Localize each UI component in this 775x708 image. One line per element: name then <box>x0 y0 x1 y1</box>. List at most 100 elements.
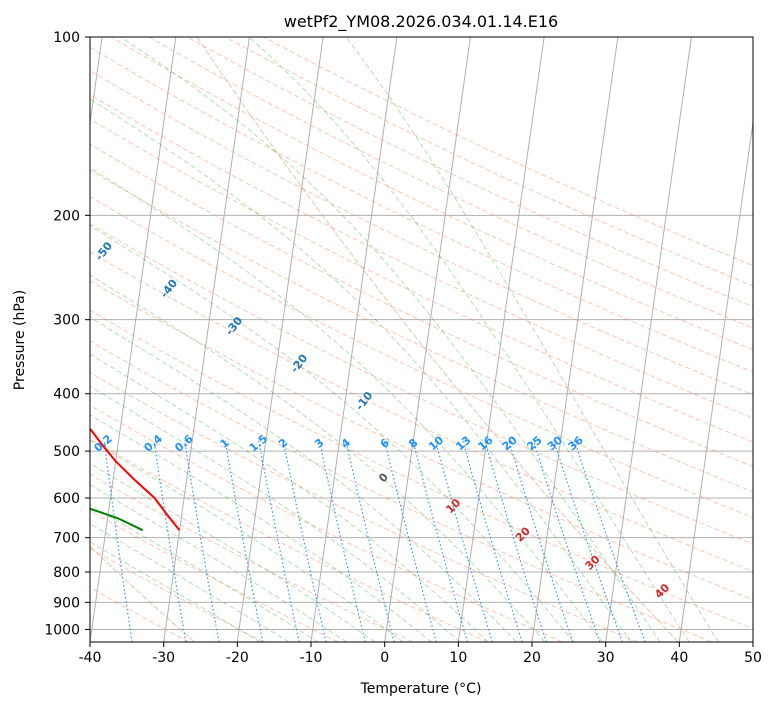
y-tick-label: 100 <box>53 30 80 46</box>
y-tick-label: 800 <box>53 565 80 581</box>
moist-adiabat-line <box>90 541 261 642</box>
dry-adiabat-line <box>110 37 753 351</box>
dry-adiabat-line <box>90 280 753 601</box>
isotherm-line <box>531 37 619 642</box>
mixing-ratio-label: 6 <box>378 436 392 451</box>
mixing-ratio-line <box>224 440 264 642</box>
x-tick-label: 40 <box>670 650 688 666</box>
moist-adiabat-line <box>90 414 432 642</box>
dry-adiabat-line <box>90 547 264 642</box>
x-axis-title: Temperature (°C) <box>360 681 482 697</box>
dry-adiabat-line <box>148 37 753 329</box>
dry-adiabat-label: -30 <box>223 314 246 338</box>
dry-adiabat-label: -10 <box>353 389 376 413</box>
mixing-ratio-line <box>573 440 646 642</box>
moist-adiabat-line <box>90 167 603 642</box>
chart-title: wetPf2_YM08.2026.034.01.14.E16 <box>284 12 558 32</box>
isotherm-line <box>90 37 177 642</box>
moist-adiabat-line <box>90 316 517 642</box>
y-tick-label: 200 <box>53 208 80 224</box>
moist-adiabat-line <box>90 484 347 642</box>
mixing-ratio-line <box>103 440 133 642</box>
dry-adiabat-line <box>90 372 638 642</box>
moist-adiabat-line <box>90 353 489 642</box>
moist-adiabat-line <box>248 37 690 642</box>
isotherm-line <box>752 638 753 642</box>
moist-adiabat-line <box>90 523 290 642</box>
mixing-ratio-line <box>412 440 469 642</box>
isotherm-line <box>457 37 545 642</box>
y-tick-label: 500 <box>53 444 80 460</box>
mixing-ratio-label: 3 <box>312 436 326 451</box>
dry-adiabat-line <box>90 70 753 396</box>
dry-adiabat-line <box>90 169 753 493</box>
mixing-ratio-line <box>153 440 187 642</box>
x-tick-label: -10 <box>300 650 323 666</box>
moist-adiabat-label: 20 <box>513 524 533 544</box>
x-tick-label: -20 <box>226 650 249 666</box>
line-labels: 0.10.20.40.611.52346810131620253036-100-… <box>28 202 673 601</box>
mixing-ratio-label: 13 <box>453 434 473 454</box>
reference-curve <box>196 37 679 642</box>
moist-adiabat-label: 40 <box>652 581 672 601</box>
moist-adiabat-line <box>90 462 376 642</box>
mixing-ratio-line <box>318 440 366 642</box>
isotherm-line <box>163 37 250 642</box>
mixing-ratio-label: 4 <box>339 436 353 451</box>
x-tick-label: 10 <box>449 650 467 666</box>
moist-adiabat-line <box>90 504 318 642</box>
isotherm-line <box>678 119 753 642</box>
moist-adiabat-line <box>90 274 546 642</box>
moist-adiabat-line <box>120 37 661 642</box>
y-axis-title: Pressure (hPa) <box>12 290 28 390</box>
mixing-ratio-line <box>435 440 493 642</box>
dry-adiabat-line <box>90 118 753 443</box>
dry-adiabat-line <box>90 438 488 642</box>
mixing-ratio-label: 20 <box>500 433 520 453</box>
x-tick-label: -40 <box>79 650 102 666</box>
moist-adiabat-line <box>90 98 632 642</box>
mixing-ratio-line <box>184 440 220 642</box>
dry-adiabat-label: -60 <box>28 202 51 226</box>
plot-frame <box>89 36 754 643</box>
x-tick-label: 30 <box>597 650 615 666</box>
dry-adiabat-line <box>90 473 414 642</box>
y-tick-label: 1000 <box>44 622 80 638</box>
dry-adiabat-line <box>90 586 190 642</box>
mixing-ratio-line <box>462 440 523 642</box>
mixing-ratio-label: 25 <box>524 434 544 454</box>
axis-ticks: -40 -30 -20 -10 0 10 20 30 40 5010020030040050060… <box>44 30 762 666</box>
mixing-ratio-label: 10 <box>426 433 446 453</box>
mixing-ratio-line <box>282 440 327 642</box>
moist-adiabat-line <box>345 37 719 642</box>
dry-adiabat-line <box>90 340 712 642</box>
y-tick-label: 400 <box>53 387 80 403</box>
y-tick-label: 600 <box>53 491 80 507</box>
dry-adiabat-line <box>90 251 753 573</box>
isotherm-line <box>605 37 692 642</box>
y-tick-label: 900 <box>53 595 80 611</box>
moist-adiabat-line <box>90 225 574 642</box>
isotherm-line <box>236 37 324 642</box>
plot-area <box>90 37 753 642</box>
isotherm-line <box>384 37 471 642</box>
dry-adiabat-line <box>90 404 563 642</box>
x-tick-label: 50 <box>744 650 762 666</box>
dry-adiabat-line <box>90 223 753 545</box>
x-tick-label: 20 <box>523 650 541 666</box>
isotherm-line <box>310 37 398 642</box>
mixing-ratio-line <box>345 440 395 642</box>
moist-adiabat-label: 10 <box>443 496 463 516</box>
mixing-ratio-line <box>383 440 437 642</box>
mixing-ratio-label: 30 <box>545 433 565 453</box>
dry-adiabat-label: -50 <box>93 239 116 263</box>
moist-adiabat-line <box>90 385 461 642</box>
y-tick-label: 700 <box>53 531 80 547</box>
isotherm-line <box>90 37 103 127</box>
dry-adiabat-line <box>90 309 753 630</box>
dry-adiabat-line <box>262 37 753 267</box>
mixing-ratio-label: 36 <box>566 433 586 453</box>
mixing-ratio-line <box>258 440 300 642</box>
y-tick-label: 300 <box>53 313 80 329</box>
